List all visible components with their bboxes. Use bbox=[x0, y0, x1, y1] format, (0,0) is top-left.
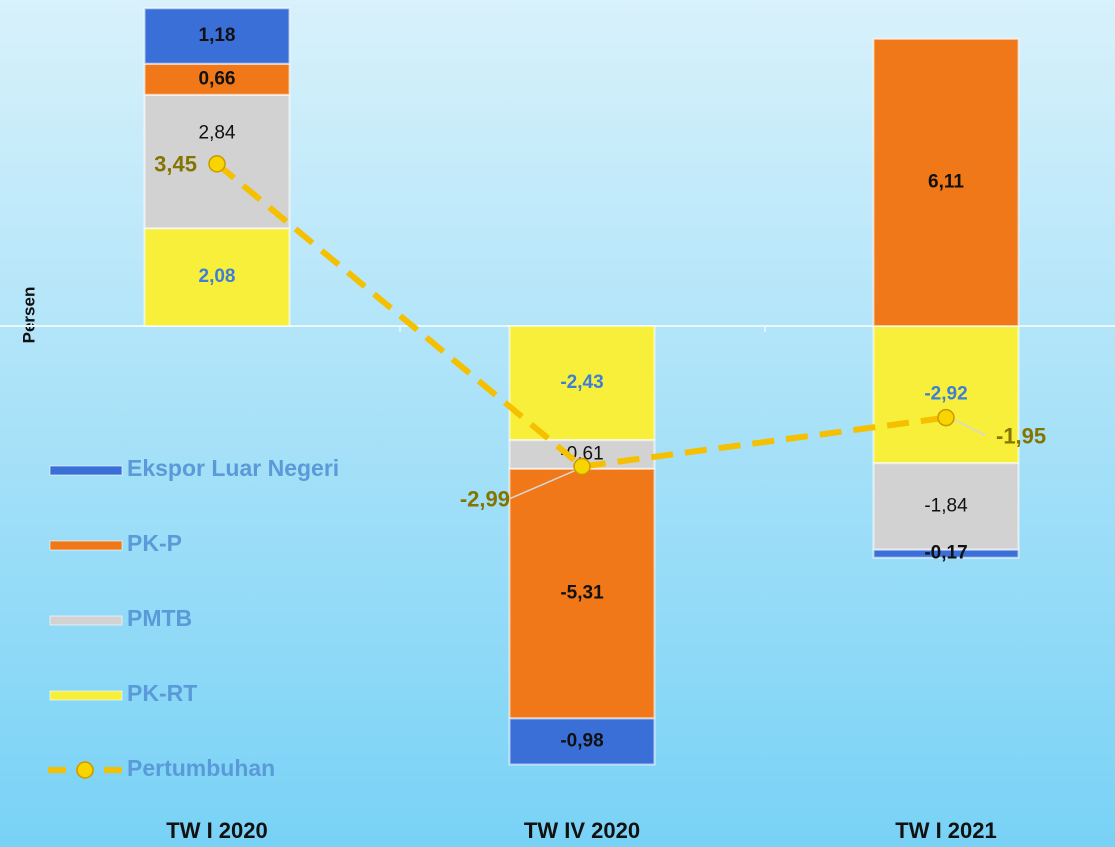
legend-label: Ekspor Luar Negeri bbox=[127, 455, 339, 481]
bar-segment bbox=[872, 325, 1020, 465]
line-point bbox=[208, 155, 226, 173]
data-label: 1,18 bbox=[199, 25, 236, 46]
data-label: -2,43 bbox=[560, 372, 603, 393]
y-axis-label: Persen bbox=[19, 287, 38, 344]
bar-segment bbox=[508, 325, 656, 442]
data-label: -2,92 bbox=[924, 384, 967, 405]
line bbox=[215, 161, 947, 470]
bar-segment bbox=[872, 548, 1020, 559]
line-label: -2,99 bbox=[460, 486, 510, 511]
legend-label: Pertumbuhan bbox=[127, 755, 275, 781]
bar-segment bbox=[143, 7, 291, 65]
line-point bbox=[937, 408, 955, 427]
data-label: 2,08 bbox=[199, 266, 236, 287]
x-tick-label: TW I 2021 bbox=[895, 818, 996, 843]
data-label: -0,17 bbox=[924, 543, 967, 564]
leader-line bbox=[509, 469, 576, 500]
bar-segment bbox=[143, 62, 291, 96]
legend-icon bbox=[76, 761, 94, 779]
legend-label: PK-RT bbox=[127, 680, 197, 706]
line-label: -1,95 bbox=[996, 423, 1046, 448]
legend-label: PMTB bbox=[127, 605, 192, 631]
x-tick-label: TW IV 2020 bbox=[524, 818, 640, 843]
data-label: 6,11 bbox=[928, 171, 964, 192]
line-point bbox=[573, 457, 591, 476]
legend-label: PK-P bbox=[127, 530, 182, 556]
data-label: -1,84 bbox=[924, 495, 968, 516]
data-label: -5,31 bbox=[560, 583, 604, 604]
legend-icon bbox=[49, 615, 123, 626]
data-label: -0,98 bbox=[560, 730, 603, 751]
data-label: 2,84 bbox=[199, 123, 236, 144]
bar-segment bbox=[872, 37, 1020, 328]
x-tick-label: TW I 2020 bbox=[166, 818, 267, 843]
legend-icon bbox=[49, 690, 123, 701]
bar-segment bbox=[508, 717, 656, 766]
legend-icon bbox=[49, 465, 123, 476]
line-label: 3,45 bbox=[154, 152, 197, 177]
legend-icon bbox=[49, 540, 123, 551]
data-label: 0,66 bbox=[199, 68, 236, 89]
leader-line bbox=[953, 418, 987, 437]
bar-segment bbox=[872, 462, 1020, 551]
bar-segment bbox=[143, 227, 291, 328]
